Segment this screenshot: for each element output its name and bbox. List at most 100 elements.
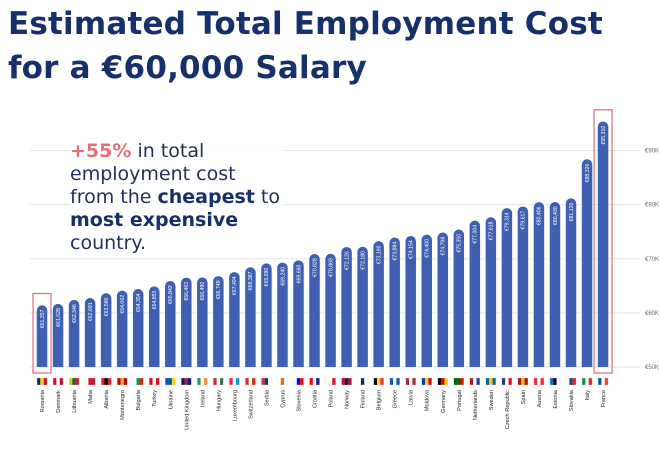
flag-stripe [181,378,185,385]
flag-stripe [136,378,140,385]
bar-value-label: €75,350 [457,234,463,253]
callout-text-3: country. [70,232,146,254]
flag-border [549,377,561,386]
bar-value-label: €95,310 [601,126,607,145]
bar-value-label: €70,869 [328,258,334,277]
flag-stripe [582,378,586,385]
flag-stripe [229,378,233,385]
flag-stripe [101,378,105,385]
country-label: Albania [104,389,110,409]
flag-stripe [453,378,458,385]
bar [229,272,240,367]
flag-stripe [200,378,205,385]
flag-stripe [540,378,545,385]
bar-value-label: €66,490 [200,282,206,301]
flag-stripe [598,378,602,385]
flag-stripe [261,378,265,385]
bar [197,277,208,367]
flag-stripe [572,378,577,385]
flag-stripe [360,378,365,385]
flag-stripe [508,378,512,385]
flag-stripe [376,378,381,385]
country-label: Greece [393,390,399,408]
flag-stripe [533,378,538,385]
bar-value-label: €69,090 [264,268,270,287]
bar-value-label: €67,494 [232,276,238,295]
flag-stripe [492,378,496,385]
flag-border [229,377,240,386]
flag-stripe [284,378,288,385]
flag-border [165,377,176,386]
flag-stripe [521,378,525,385]
flag-stripe [476,378,480,385]
flag-stripe [268,378,272,385]
flag-stripe [489,378,493,385]
bar [181,277,192,367]
flag-stripe [373,378,378,385]
bar [469,220,481,367]
bar-value-label: €74,798 [441,237,447,256]
flag-border [373,377,384,386]
bar-value-label: €88,326 [585,163,591,182]
bar-value-label: €69,660 [296,264,302,283]
country-label: Slovenia [296,389,302,411]
flag-border [501,377,513,386]
bar-value-label: €64,062 [120,295,126,314]
bar [565,198,577,367]
flag-border [517,377,529,386]
flag-border [197,377,208,386]
bar [293,260,304,367]
bar [357,246,368,367]
flag-stripe [309,378,313,385]
bar [405,236,416,367]
flag-stripe [69,378,73,385]
bar [517,206,529,367]
bar-value-label: €69,240 [280,267,286,286]
bar-value-label: €74,400 [425,239,431,258]
flag-stripe [75,378,80,385]
country-label: Austria [537,389,543,407]
y-tick-label: €50K [645,365,659,371]
flag-border [68,377,80,386]
country-label: Montenegro [120,390,126,420]
flag-border [357,377,368,386]
country-label: Ireland [200,390,206,407]
flag-stripe [171,378,176,385]
flag-stripe [293,378,297,385]
country-label: Germany [441,390,447,413]
bar-value-label: €81,120 [569,202,575,221]
bar-value-label: €63,580 [104,297,110,316]
flag-border [469,377,480,386]
bar-value-label: €79,617 [521,211,527,230]
chart-title: Estimated Total Employment Cost for a €6… [8,2,603,90]
flag-stripe [216,378,221,385]
flag-border [597,377,609,386]
flag-stripe [203,378,208,385]
bar-value-label: €80,430 [553,206,559,225]
country-label: Switzerland [248,390,254,419]
country-label: France [601,390,607,407]
bar [325,253,336,367]
bar [100,293,112,367]
flag-border [421,377,432,386]
flag-stripe [248,378,253,385]
bar-value-label: €65,842 [168,285,174,304]
y-tick-label: €70K [645,257,659,263]
flag-stripe [53,378,57,385]
flag-stripe [485,378,490,385]
country-label: Bulgaria [136,389,142,410]
bar [597,121,609,367]
flag-border [453,377,464,386]
flag-border [181,377,192,386]
flag-stripe [117,378,121,385]
highlight-box [32,292,52,374]
bar [501,208,513,367]
bar [245,267,256,367]
flag-stripe [473,378,477,385]
bar-value-label: €61,357 [40,309,46,328]
flag-border [341,377,352,386]
bar [485,217,497,367]
country-label: Estonia [553,389,559,409]
bar [36,305,48,367]
flag-stripe [393,378,397,385]
